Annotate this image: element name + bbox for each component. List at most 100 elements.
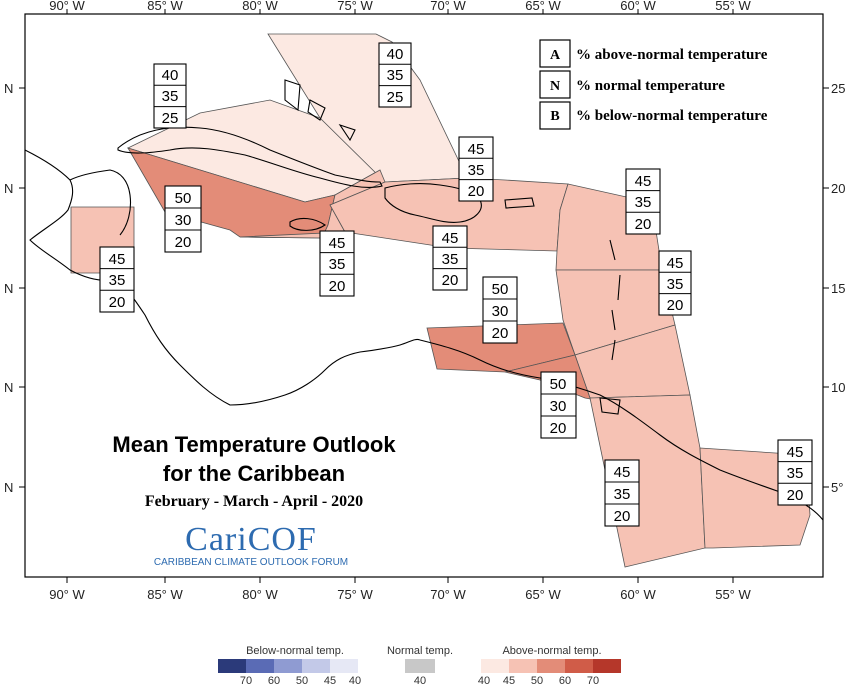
lon-label: 65° W — [525, 0, 561, 13]
prob-below: 20 — [109, 294, 126, 311]
prob-normal: 30 — [492, 303, 509, 320]
map-period: February - March - April - 2020 — [145, 493, 363, 510]
lat-label: 10 — [831, 380, 845, 395]
coast-yucatan — [69, 169, 132, 236]
lon-label: 55° W — [715, 0, 751, 13]
prob-below: 20 — [614, 508, 631, 525]
probability-boxes: 40 35 25 40 35 25 50 30 20 45 35 20 — [99, 42, 813, 527]
scale-below-ticks: 70 60 50 45 40 — [240, 675, 361, 684]
scale-tick: 40 — [349, 675, 361, 684]
region-bahamas — [267, 33, 468, 183]
coast-lesser-antilles — [609, 239, 621, 361]
lon-label: 90° W — [49, 587, 85, 602]
logo-wordmark: CariCOF — [185, 521, 317, 558]
lat-labels-right: 25 20 15 10 5° — [831, 81, 845, 495]
swatch — [330, 659, 358, 673]
lat-labels-left: N N N N N — [4, 81, 13, 495]
prob-below: 20 — [635, 216, 652, 233]
lat-label: 5° — [831, 480, 843, 495]
prob-below: 20 — [787, 487, 804, 504]
lat-label: N — [4, 281, 13, 296]
prob-box-turks-pr: 45 35 20 — [458, 136, 494, 202]
scale-tick: 50 — [296, 675, 308, 684]
prob-box-windward: 45 35 20 — [658, 250, 692, 316]
prob-above: 50 — [550, 376, 567, 393]
prob-above: 45 — [635, 173, 652, 190]
scale-tick: 40 — [478, 675, 490, 684]
prob-below: 25 — [162, 110, 179, 127]
scale-tick: 60 — [268, 675, 280, 684]
lon-label: 85° W — [147, 0, 183, 13]
lon-label: 70° W — [430, 0, 466, 13]
lon-label: 55° W — [715, 587, 751, 602]
lat-label: N — [4, 181, 13, 196]
legend-letter-below: B — [550, 109, 559, 124]
prob-normal: 35 — [442, 251, 459, 268]
lon-label: 90° W — [49, 0, 85, 13]
coast-hispaniola — [384, 183, 482, 223]
prob-normal: 35 — [329, 256, 346, 273]
color-scale: Below-normal temp. Normal temp. Above-no… — [218, 645, 621, 684]
coast-central-america — [24, 149, 421, 406]
prob-box-western-cuba: 40 35 25 — [153, 63, 187, 129]
outlook-regions — [70, 33, 811, 568]
prob-above: 45 — [468, 141, 485, 158]
prob-box-guyana: 45 35 20 — [604, 459, 640, 527]
scale-below-swatches — [218, 659, 358, 673]
coastlines — [24, 79, 824, 521]
coast-cuba — [117, 126, 383, 188]
lon-label: 70° W — [430, 587, 466, 602]
prob-normal: 35 — [162, 88, 179, 105]
legend-text-normal: % normal temperature — [576, 78, 725, 94]
scale-tick: 45 — [324, 675, 336, 684]
prob-below: 25 — [387, 89, 404, 106]
prob-box-trinidad: 50 30 20 — [540, 371, 577, 439]
prob-above: 45 — [442, 230, 459, 247]
lon-labels-bottom: 90° W 85° W 80° W 75° W 70° W 65° W 60° … — [49, 587, 751, 602]
prob-below: 20 — [492, 325, 509, 342]
scale-label-normal: Normal temp. — [387, 645, 453, 657]
prob-normal: 30 — [175, 212, 192, 229]
prob-normal: 30 — [550, 398, 567, 415]
prob-normal: 35 — [667, 276, 684, 293]
coast-jamaica — [289, 217, 326, 231]
swatch — [537, 659, 565, 673]
scale-above-swatches — [481, 659, 621, 673]
swatch-normal — [405, 659, 435, 673]
lon-labels-top: 90° W 85° W 80° W 75° W 70° W 65° W 60° … — [49, 0, 751, 13]
abn-legend: A % above-normal temperature N % normal … — [539, 39, 768, 130]
legend-text-below: % below-normal temperature — [576, 108, 768, 124]
lat-label: N — [4, 480, 13, 495]
prob-above: 45 — [787, 444, 804, 461]
map-title-line1: Mean Temperature Outlook — [112, 432, 396, 457]
title-block: Mean Temperature Outlook for the Caribbe… — [112, 432, 396, 510]
logo-subtitle: CARIBBEAN CLIMATE OUTLOOK FORUM — [154, 557, 348, 568]
map-title-line2: for the Caribbean — [163, 461, 345, 486]
coast-trinidad — [599, 397, 621, 415]
lat-label: N — [4, 81, 13, 96]
prob-above: 50 — [492, 281, 509, 298]
lon-label: 75° W — [337, 0, 373, 13]
swatch — [565, 659, 593, 673]
lat-label: N — [4, 380, 13, 395]
lat-label: 25 — [831, 81, 845, 96]
lon-label: 75° W — [337, 587, 373, 602]
prob-box-belize: 45 35 20 — [99, 246, 135, 313]
lon-label: 80° W — [242, 587, 278, 602]
coast-bahamas-c — [338, 123, 356, 142]
prob-normal: 35 — [387, 67, 404, 84]
coast-bahamas-b — [307, 99, 326, 121]
prob-above: 40 — [162, 67, 179, 84]
prob-box-cayman-jamaica: 50 30 20 — [164, 185, 202, 253]
swatch — [593, 659, 621, 673]
legend-letter-normal: N — [550, 79, 560, 94]
prob-normal: 35 — [635, 194, 652, 211]
prob-above: 45 — [614, 464, 631, 481]
lon-label: 60° W — [620, 0, 656, 13]
lon-label: 80° W — [242, 0, 278, 13]
swatch — [246, 659, 274, 673]
prob-above: 40 — [387, 46, 404, 63]
lat-label: 20 — [831, 181, 845, 196]
scale-label-below: Below-normal temp. — [246, 645, 344, 657]
